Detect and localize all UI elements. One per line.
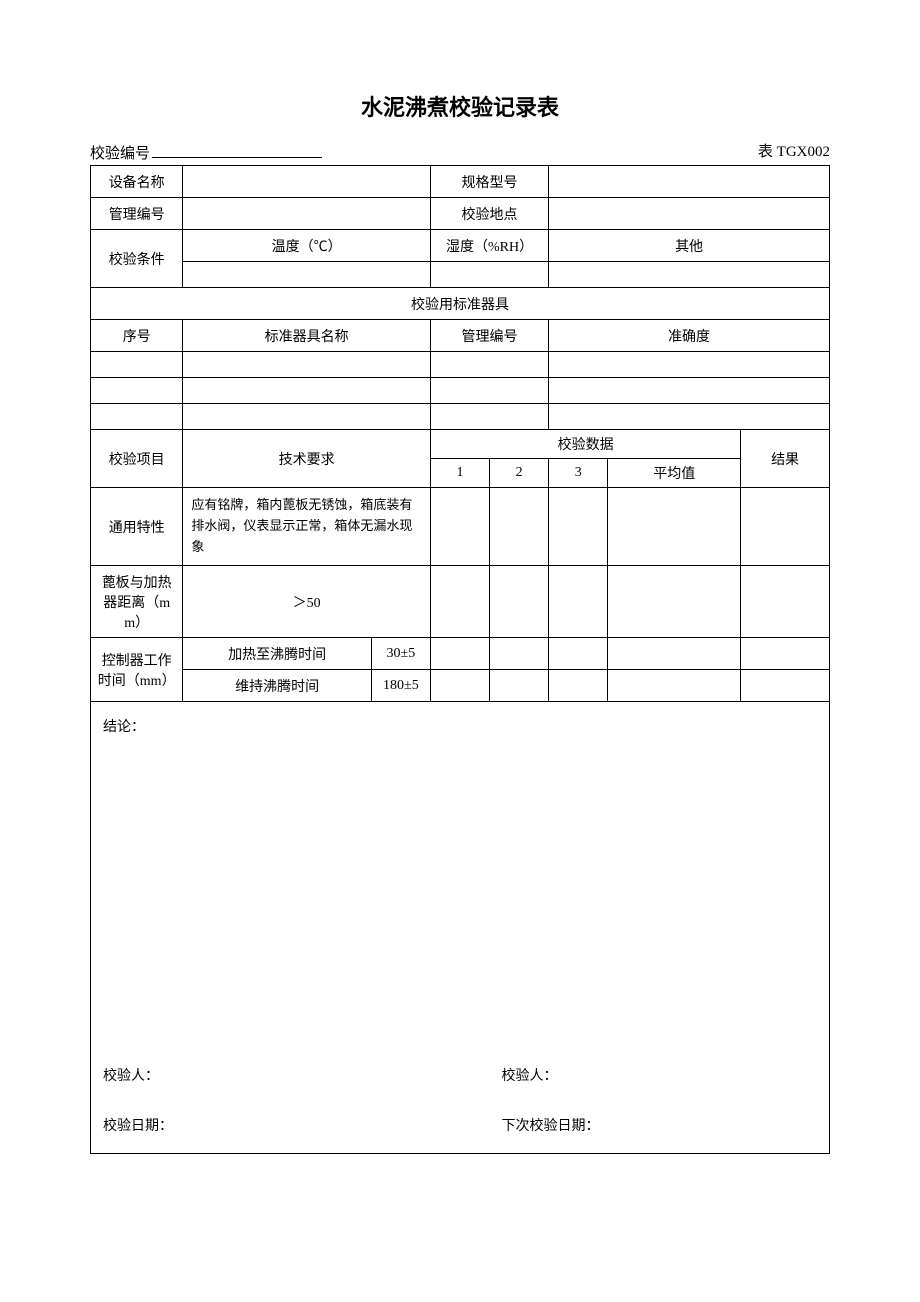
std-h-name: 标准器具名称 <box>183 320 431 352</box>
data-cell[interactable] <box>430 670 489 702</box>
controller-keep-req: 180±5 <box>371 670 430 702</box>
std-row-3 <box>91 404 830 430</box>
data-cell[interactable] <box>549 670 608 702</box>
cal-no-value[interactable] <box>152 140 322 158</box>
item-general-req: 应有铭牌，箱内蓖板无锈蚀，箱底装有排水阀，仪表显示正常，箱体无漏水现象 <box>183 488 431 566</box>
row-cal-cond-1: 校验条件 温度（℃） 湿度（%RH） 其他 <box>91 230 830 262</box>
device-name-value[interactable] <box>183 166 431 198</box>
controller-heat-label: 加热至沸腾时间 <box>183 638 371 670</box>
table-code: 表 TGX002 <box>758 140 830 163</box>
header-row: 校验编号 表 TGX002 <box>90 140 830 163</box>
std-row-1 <box>91 352 830 378</box>
cal-h-data: 校验数据 <box>430 430 740 459</box>
mgmt-no-label: 管理编号 <box>91 198 183 230</box>
row-distance: 蓖板与加热器距离（mm） ＞50 <box>91 566 830 638</box>
row-signatures: 校验人： 校验人： <box>91 1052 830 1098</box>
data-cell[interactable] <box>608 670 741 702</box>
row-std-title: 校验用标准器具 <box>91 288 830 320</box>
cal-h-tech: 技术要求 <box>183 430 431 488</box>
temp-label: 温度（℃） <box>183 230 431 262</box>
std-h-seq: 序号 <box>91 320 183 352</box>
spec-model-value[interactable] <box>549 166 830 198</box>
other-value[interactable] <box>549 262 830 288</box>
std-cell[interactable] <box>183 378 431 404</box>
cal-date-label: 校验日期： <box>91 1098 490 1154</box>
std-section-title: 校验用标准器具 <box>91 288 830 320</box>
std-cell[interactable] <box>91 378 183 404</box>
data-cell[interactable] <box>490 670 549 702</box>
data-cell[interactable] <box>430 638 489 670</box>
std-cell[interactable] <box>430 352 548 378</box>
humidity-label: 湿度（%RH） <box>430 230 548 262</box>
item-distance-req: ＞50 <box>183 566 431 638</box>
std-cell[interactable] <box>549 352 830 378</box>
conclusion-label: 结论： <box>103 720 145 735</box>
checker2-label: 校验人： <box>490 1052 830 1098</box>
std-cell[interactable] <box>549 378 830 404</box>
next-cal-date-label: 下次校验日期： <box>490 1098 830 1154</box>
page-title: 水泥沸煮校验记录表 <box>90 90 830 122</box>
data-cell[interactable] <box>608 488 741 566</box>
result-cell[interactable] <box>741 488 830 566</box>
std-row-2 <box>91 378 830 404</box>
row-general: 通用特性 应有铭牌，箱内蓖板无锈蚀，箱底装有排水阀，仪表显示正常，箱体无漏水现象 <box>91 488 830 566</box>
cal-cond-label: 校验条件 <box>91 230 183 288</box>
cal-h-result: 结果 <box>741 430 830 488</box>
std-h-accuracy: 准确度 <box>549 320 830 352</box>
std-cell[interactable] <box>183 404 431 430</box>
item-general-label: 通用特性 <box>91 488 183 566</box>
data-cell[interactable] <box>549 566 608 638</box>
row-cal-cond-2 <box>91 262 830 288</box>
cal-place-label: 校验地点 <box>430 198 548 230</box>
row-cal-headers-1: 校验项目 技术要求 校验数据 结果 <box>91 430 830 459</box>
row-conclusion: 结论： <box>91 702 830 1052</box>
row-controller-keep: 维持沸腾时间 180±5 <box>91 670 830 702</box>
row-std-headers: 序号 标准器具名称 管理编号 准确度 <box>91 320 830 352</box>
cal-h-3: 3 <box>549 459 608 488</box>
std-cell[interactable] <box>549 404 830 430</box>
mgmt-no-value[interactable] <box>183 198 431 230</box>
controller-keep-label: 维持沸腾时间 <box>183 670 371 702</box>
std-cell[interactable] <box>91 352 183 378</box>
result-cell[interactable] <box>741 566 830 638</box>
cal-h-avg: 平均值 <box>608 459 741 488</box>
data-cell[interactable] <box>430 566 489 638</box>
std-cell[interactable] <box>430 378 548 404</box>
std-cell[interactable] <box>91 404 183 430</box>
other-label: 其他 <box>549 230 830 262</box>
device-name-label: 设备名称 <box>91 166 183 198</box>
data-cell[interactable] <box>430 488 489 566</box>
result-cell[interactable] <box>741 670 830 702</box>
std-h-mgmt: 管理编号 <box>430 320 548 352</box>
data-cell[interactable] <box>549 638 608 670</box>
checker1-label: 校验人： <box>91 1052 490 1098</box>
row-dates: 校验日期： 下次校验日期： <box>91 1098 830 1154</box>
data-cell[interactable] <box>549 488 608 566</box>
std-cell[interactable] <box>183 352 431 378</box>
data-cell[interactable] <box>490 488 549 566</box>
std-cell[interactable] <box>430 404 548 430</box>
temp-value[interactable] <box>183 262 431 288</box>
humidity-value[interactable] <box>430 262 548 288</box>
row-mgmt-no: 管理编号 校验地点 <box>91 198 830 230</box>
row-controller-heat: 控制器工作时间（mm） 加热至沸腾时间 30±5 <box>91 638 830 670</box>
main-table: 设备名称 规格型号 管理编号 校验地点 校验条件 温度（℃） 湿度（%RH） 其… <box>90 165 830 1154</box>
controller-heat-req: 30±5 <box>371 638 430 670</box>
spec-model-label: 规格型号 <box>430 166 548 198</box>
cal-h-item: 校验项目 <box>91 430 183 488</box>
cal-h-2: 2 <box>490 459 549 488</box>
data-cell[interactable] <box>608 566 741 638</box>
data-cell[interactable] <box>608 638 741 670</box>
result-cell[interactable] <box>741 638 830 670</box>
data-cell[interactable] <box>490 638 549 670</box>
item-controller-label: 控制器工作时间（mm） <box>91 638 183 702</box>
cal-no-label: 校验编号 <box>90 142 150 163</box>
item-distance-label: 蓖板与加热器距离（mm） <box>91 566 183 638</box>
row-device-name: 设备名称 规格型号 <box>91 166 830 198</box>
data-cell[interactable] <box>490 566 549 638</box>
conclusion-cell[interactable]: 结论： <box>91 702 830 1052</box>
cal-place-value[interactable] <box>549 198 830 230</box>
cal-h-1: 1 <box>430 459 489 488</box>
